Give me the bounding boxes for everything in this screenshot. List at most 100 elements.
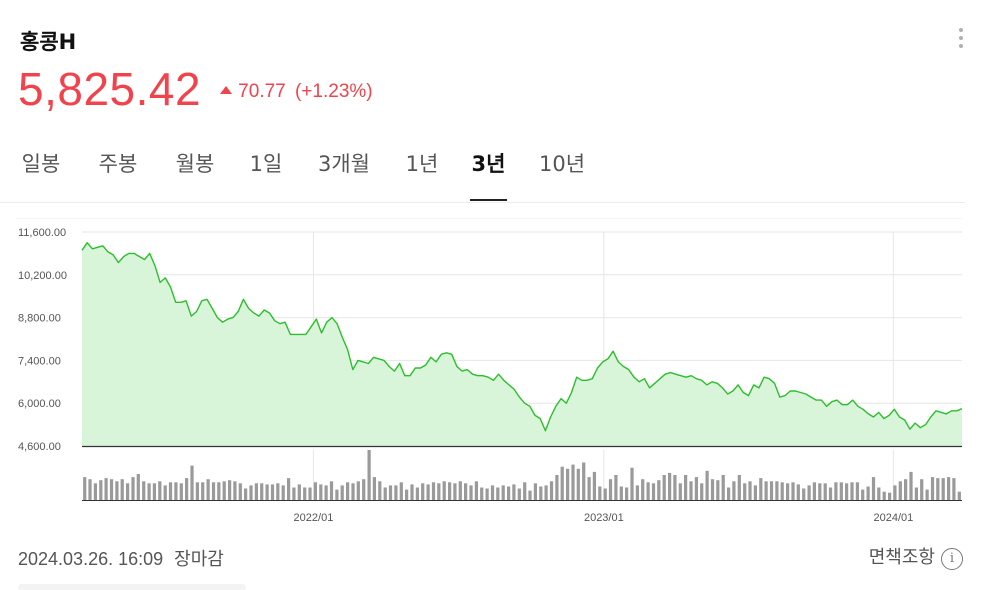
tab-3months[interactable]: 3개월: [317, 152, 370, 176]
volume-bar: [936, 478, 940, 500]
tab-weekly[interactable]: 주봉: [98, 152, 138, 176]
volume-bar: [861, 489, 865, 500]
volume-bar: [791, 482, 795, 500]
volume-bar: [480, 487, 484, 500]
volume-bar: [437, 483, 441, 500]
volume-bar: [716, 480, 720, 500]
volume-bar: [619, 486, 623, 500]
disclaimer-link[interactable]: 면책조항 i: [869, 543, 963, 570]
price-summary: 5,825.42 70.77 (+1.23%): [18, 62, 373, 122]
volume-bar: [83, 477, 87, 500]
volume-bar: [367, 450, 371, 500]
volume-bar: [930, 477, 935, 500]
volume-bar: [743, 483, 747, 500]
volume-bar: [308, 487, 312, 500]
volume-bar: [115, 481, 119, 501]
up-arrow-icon: [220, 86, 233, 94]
volume-bar: [329, 481, 334, 501]
volume-bar: [802, 488, 806, 500]
volume-bar: [346, 482, 350, 500]
volume-bar: [335, 489, 339, 500]
volume-bar: [855, 482, 860, 500]
volume-bar: [394, 485, 398, 500]
volume-bar: [507, 486, 511, 500]
volume-bar: [893, 485, 897, 500]
volume-bar: [721, 475, 725, 500]
volume-bar: [759, 478, 763, 500]
x-tick-label: 2024/01: [873, 512, 913, 524]
volume-bar: [603, 488, 607, 500]
volume-bar: [142, 481, 146, 501]
volume-bar: [871, 477, 876, 500]
volume-bar: [372, 477, 377, 500]
change-percent: (+1.23%): [294, 81, 373, 102]
volume-bar: [673, 475, 677, 500]
y-tick-label: 4,600.00: [18, 441, 61, 453]
tab-daily[interactable]: 일봉: [21, 152, 61, 176]
volume-bar: [126, 483, 130, 500]
volume-bar: [120, 479, 124, 500]
volume-bar: [190, 465, 194, 500]
volume-bar: [448, 482, 452, 500]
volume-bar: [217, 482, 221, 500]
current-price: 5,825.42: [18, 63, 202, 115]
timestamp: 2024.03.26. 16:09: [18, 549, 164, 569]
volume-bar: [458, 481, 462, 501]
volume-bar: [549, 481, 554, 501]
volume-bar: [576, 468, 580, 501]
volume-bar: [780, 482, 784, 500]
kebab-menu-icon[interactable]: [952, 28, 970, 54]
volume-bar: [684, 475, 688, 500]
volume-bar: [270, 484, 275, 500]
volume-bar: [608, 479, 613, 500]
volume-bar: [909, 471, 913, 500]
volume-bar: [410, 484, 414, 500]
tab-3years[interactable]: 3년: [470, 146, 507, 201]
volume-bar: [131, 477, 135, 500]
volume-bar: [614, 475, 618, 500]
volume-bar: [152, 483, 157, 500]
tab-1year[interactable]: 1년: [405, 152, 439, 176]
volume-bar: [732, 481, 736, 501]
volume-bar: [646, 482, 650, 500]
volume-bar: [952, 478, 956, 500]
volume-bar: [523, 482, 527, 500]
volume-bar: [850, 482, 854, 500]
volume-bar: [147, 483, 151, 500]
info-icon[interactable]: i: [941, 548, 963, 570]
volume-bar: [834, 482, 838, 500]
volume-bar: [555, 475, 559, 500]
tab-1day[interactable]: 1일: [249, 152, 283, 176]
page-title: 홍콩H: [20, 30, 77, 54]
volume-bar: [426, 484, 430, 500]
volume-bar: [474, 481, 479, 501]
disclaimer-label: 면책조항: [868, 547, 935, 568]
volume-bar: [297, 484, 301, 500]
volume-bar: [689, 481, 693, 501]
volume-bar: [136, 474, 140, 500]
volume-bar: [501, 485, 505, 500]
volume-bar: [485, 488, 489, 500]
tab-monthly[interactable]: 월봉: [175, 152, 215, 176]
volume-bar: [442, 481, 446, 501]
volume-bar: [668, 472, 672, 500]
volume-bar: [340, 485, 344, 500]
volume-bar: [517, 488, 521, 500]
volume-bar: [287, 478, 291, 500]
market-status: 장마감: [174, 549, 224, 569]
volume-bar: [737, 475, 741, 500]
y-tick-label: 11,600.00: [18, 227, 66, 239]
volume-bar: [490, 485, 495, 500]
volume-bar: [678, 483, 682, 500]
volume-bar: [464, 483, 468, 500]
price-chart[interactable]: 4,600.00 6,000.00 7,400.00 8,800.00 10,200.0…: [0, 218, 987, 528]
tab-10years[interactable]: 10년: [538, 152, 586, 176]
volume-bar: [399, 482, 403, 500]
volume-bar: [641, 479, 645, 500]
volume-bar: [828, 487, 833, 500]
volume-bar: [324, 485, 328, 500]
volume-bar: [764, 481, 768, 501]
volume-bar: [179, 483, 183, 500]
volume-bar: [168, 482, 173, 500]
volume-bar: [625, 487, 629, 500]
